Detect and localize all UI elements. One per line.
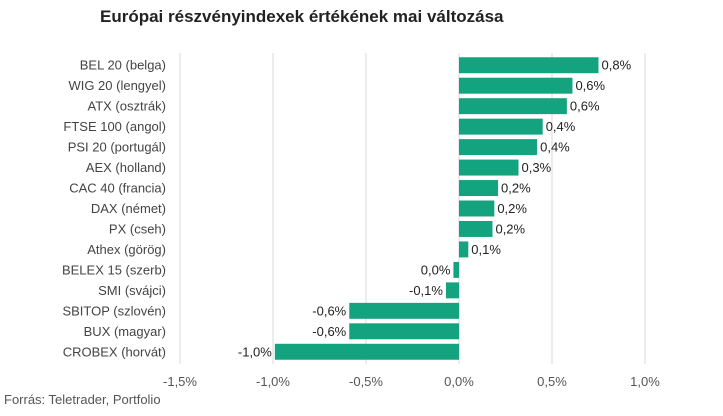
category-label: BEL 20 (belga) bbox=[80, 58, 166, 73]
value-label: 0,0% bbox=[421, 262, 451, 277]
value-label: 0,4% bbox=[546, 119, 576, 134]
bar bbox=[349, 302, 459, 319]
x-tick-label: 1,0% bbox=[630, 374, 660, 389]
value-label: 0,3% bbox=[522, 160, 552, 175]
category-label: Athex (görög) bbox=[87, 242, 166, 257]
category-labels: BEL 20 (belga) WIG 20 (lengyel) ATX (osztr… bbox=[62, 58, 166, 360]
category-label: DAX (német) bbox=[91, 201, 166, 216]
x-tick-label: -0,5% bbox=[349, 374, 383, 389]
x-axis-tick-labels: -1,5% -1,0% -0,5% 0,0% 0,5% 1,0% bbox=[163, 374, 660, 389]
value-label: 0,2% bbox=[495, 221, 525, 236]
x-tick-label: -1,5% bbox=[163, 374, 197, 389]
bar bbox=[459, 180, 499, 197]
bar bbox=[349, 323, 459, 340]
bar bbox=[459, 200, 495, 217]
bar bbox=[459, 220, 493, 237]
category-label: FTSE 100 (angol) bbox=[63, 119, 166, 134]
value-label: -1,0% bbox=[238, 344, 272, 359]
bar bbox=[453, 261, 459, 278]
category-label: CROBEX (horvát) bbox=[63, 344, 166, 359]
chart-title: Európai részvényindexek értékének mai vá… bbox=[100, 7, 504, 26]
value-label: -0,6% bbox=[312, 303, 346, 318]
value-label: 0,4% bbox=[540, 140, 570, 155]
bar bbox=[459, 98, 567, 115]
category-label: PSI 20 (portugál) bbox=[68, 140, 166, 155]
value-label: 0,8% bbox=[602, 58, 632, 73]
category-label: PX (cseh) bbox=[109, 221, 166, 236]
bar bbox=[459, 139, 538, 156]
category-label: BUX (magyar) bbox=[84, 324, 166, 339]
bar bbox=[459, 118, 543, 135]
value-label: 0,1% bbox=[471, 242, 501, 257]
bar bbox=[459, 77, 573, 94]
value-label: -0,1% bbox=[409, 283, 443, 298]
value-label: 0,6% bbox=[575, 78, 605, 93]
bar bbox=[459, 57, 599, 74]
category-label: AEX (holland) bbox=[86, 160, 166, 175]
category-label: ATX (osztrák) bbox=[88, 99, 167, 114]
category-label: WIG 20 (lengyel) bbox=[68, 78, 166, 93]
value-label: 0,6% bbox=[570, 99, 600, 114]
category-label: CAC 40 (francia) bbox=[69, 181, 166, 196]
category-label: SBITOP (szlovén) bbox=[62, 303, 166, 318]
bar bbox=[459, 159, 519, 176]
value-label: 0,2% bbox=[497, 201, 527, 216]
bar bbox=[459, 241, 469, 258]
value-label: 0,2% bbox=[501, 181, 531, 196]
bar bbox=[274, 343, 459, 360]
category-label: SMI (svájci) bbox=[98, 283, 166, 298]
bars bbox=[274, 57, 599, 360]
x-tick-label: 0,0% bbox=[444, 374, 474, 389]
source-note: Forrás: Teletrader, Portfolio bbox=[4, 392, 161, 407]
x-tick-label: -1,0% bbox=[256, 374, 290, 389]
category-label: BELEX 15 (szerb) bbox=[62, 262, 166, 277]
x-tick-label: 0,5% bbox=[537, 374, 567, 389]
value-labels: 0,8% 0,6% 0,6% 0,4% 0,4% 0,3% 0,2% 0,2% 0,2% 0,1%… bbox=[238, 58, 632, 360]
bar bbox=[445, 282, 459, 299]
value-label: -0,6% bbox=[312, 324, 346, 339]
